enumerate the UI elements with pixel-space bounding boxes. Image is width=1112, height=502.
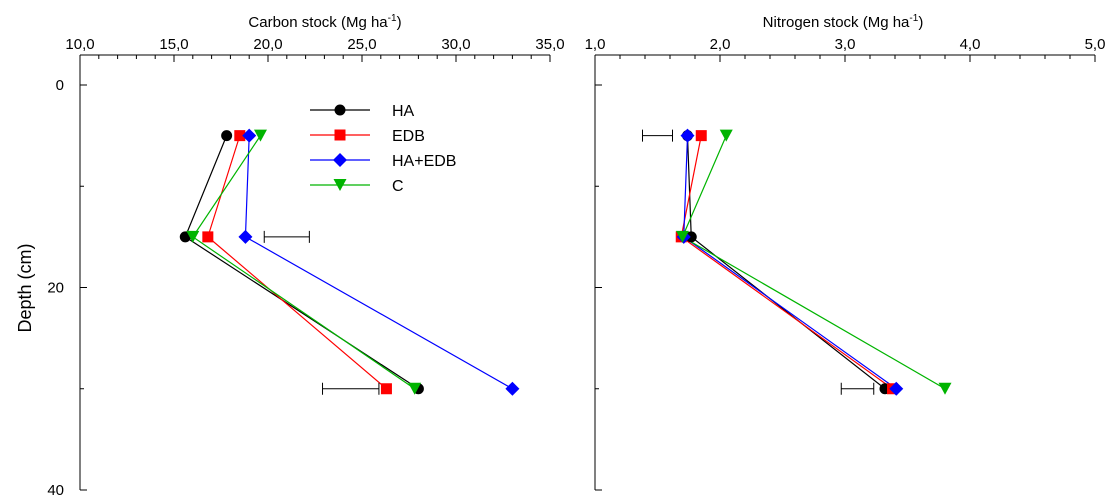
series-line-c	[191, 135, 415, 390]
series-line-ha-edb	[244, 135, 513, 390]
legend-label: C	[392, 178, 404, 195]
series-line-ha	[184, 135, 419, 390]
x-tick-label: 4,0	[960, 36, 981, 53]
x-tick-label: 35,0	[535, 36, 564, 53]
error-bar	[263, 230, 310, 243]
depth-axis-title: Depth (cm)	[15, 243, 35, 332]
data-point-c	[253, 129, 267, 142]
x-tick-label: 25,0	[347, 36, 376, 53]
legend: HA EDB HA+EDB C	[310, 103, 456, 195]
nitrogen-stock-panel: Nitrogen stock (Mg ha-1) 1,0 2,0 3,0 4,0 5,0	[585, 13, 1106, 491]
legend-marker	[334, 104, 346, 116]
x-tick-label: 20,0	[253, 36, 282, 53]
x-tick-label: 10,0	[65, 36, 94, 53]
data-point-c	[719, 129, 733, 142]
series-line-c	[681, 135, 946, 390]
data-point-edb	[380, 383, 392, 395]
x-tick-label: 3,0	[835, 36, 856, 53]
data-point-edb	[202, 231, 214, 243]
data-point-c	[408, 382, 422, 395]
legend-label: HA+EDB	[392, 153, 456, 170]
data-point-c	[676, 230, 689, 243]
data-point-ha-edb	[889, 381, 904, 396]
data-point-c	[186, 230, 200, 243]
error-bar	[840, 382, 875, 395]
legend-marker	[333, 153, 347, 167]
data-point-ha-edb	[680, 128, 695, 143]
carbon-axis-title: Carbon stock (Mg ha-1)	[248, 13, 401, 31]
legend-label: HA	[392, 103, 415, 120]
legend-marker	[333, 179, 347, 191]
x-tick-label: 2,0	[710, 36, 731, 53]
y-tick-label: 20	[47, 280, 64, 297]
y-tick-label: 40	[47, 482, 64, 499]
carbon-stock-panel: Carbon stock (Mg ha-1) Depth (cm) 10,0 15…	[15, 13, 565, 499]
y-tick-label: 0	[56, 77, 64, 94]
error-bar	[642, 129, 673, 142]
legend-label: EDB	[392, 128, 425, 145]
data-point-ha-edb	[242, 128, 257, 143]
x-tick-label: 30,0	[441, 36, 470, 53]
error-bar	[322, 382, 380, 395]
x-tick-label: 1,0	[585, 36, 606, 53]
data-point-ha-edb	[238, 229, 253, 244]
data-point-edb	[234, 130, 246, 142]
x-tick-label: 5,0	[1085, 36, 1106, 53]
legend-marker	[334, 129, 346, 141]
x-tick-label: 15,0	[159, 36, 188, 53]
data-point-ha-edb	[505, 381, 520, 396]
data-point-ha	[221, 130, 233, 142]
nitrogen-axis-title: Nitrogen stock (Mg ha-1)	[763, 13, 924, 31]
data-point-edb	[695, 130, 707, 142]
series-line-edb	[680, 135, 893, 390]
data-point-c	[938, 382, 952, 395]
